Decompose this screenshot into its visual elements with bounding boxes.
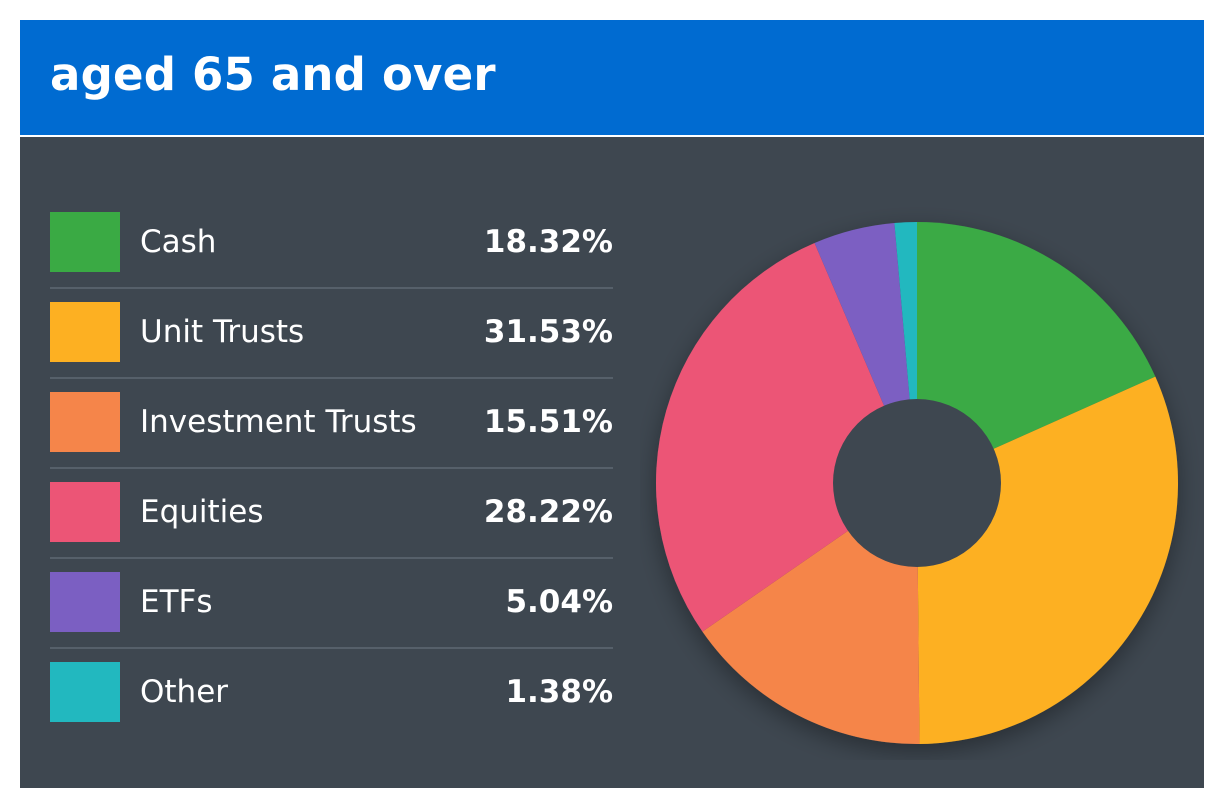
legend-label-cash: Cash (140, 224, 217, 260)
legend-swatch-cash (50, 212, 120, 272)
donut-chart (640, 180, 1204, 760)
allocation-card: aged 65 and over Cash 18.32% Unit Trusts… (20, 20, 1204, 788)
legend-value-equities: 28.22% (483, 494, 613, 530)
legend-value-cash: 18.32% (483, 224, 613, 260)
legend-row-investment-trusts: Investment Trusts 15.51% (50, 392, 613, 482)
legend-swatch-etfs (50, 572, 120, 632)
legend-label-equities: Equities (140, 494, 264, 530)
page-title: aged 65 and over (50, 48, 496, 101)
card-header: aged 65 and over (20, 20, 1204, 137)
legend-label-etfs: ETFs (140, 584, 213, 620)
legend-value-investment-trusts: 15.51% (483, 404, 613, 440)
donut-chart-svg (656, 222, 1178, 745)
legend-swatch-equities (50, 482, 120, 542)
legend-row-etfs: ETFs 5.04% (50, 572, 613, 662)
chart-legend: Cash 18.32% Unit Trusts 31.53% Investmen… (50, 212, 613, 752)
donut-slice-cash (917, 222, 1156, 483)
legend-label-unit-trusts: Unit Trusts (140, 314, 305, 350)
legend-value-etfs: 5.04% (505, 584, 613, 620)
legend-label-other: Other (140, 674, 229, 710)
legend-row-equities: Equities 28.22% (50, 482, 613, 572)
legend-label-investment-trusts: Investment Trusts (140, 404, 417, 440)
legend-row-other: Other 1.38% (50, 662, 613, 752)
legend-row-unit-trusts: Unit Trusts 31.53% (50, 302, 613, 392)
legend-swatch-investment-trusts (50, 392, 120, 452)
legend-row-cash: Cash 18.32% (50, 212, 613, 302)
donut-slice-equities (656, 242, 917, 632)
legend-value-other: 1.38% (505, 674, 613, 710)
legend-swatch-other (50, 662, 120, 722)
donut-center-hole (833, 399, 1001, 567)
legend-value-unit-trusts: 31.53% (483, 314, 613, 350)
legend-swatch-unit-trusts (50, 302, 120, 362)
